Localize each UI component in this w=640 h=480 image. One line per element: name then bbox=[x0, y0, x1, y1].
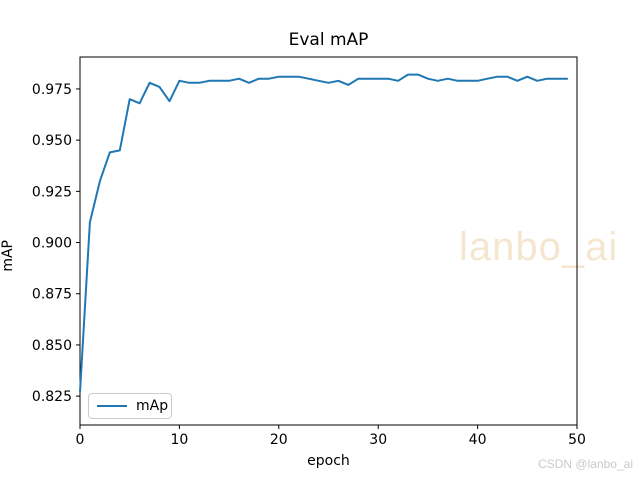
x-tick-label: 30 bbox=[369, 432, 387, 448]
x-tick-label: 20 bbox=[270, 432, 288, 448]
y-tick-label: 0.975 bbox=[32, 82, 72, 98]
map-data-line bbox=[79, 73, 569, 393]
y-tick-label: 0.850 bbox=[32, 338, 72, 354]
x-tick-label: 0 bbox=[76, 432, 85, 448]
plot-border bbox=[79, 56, 578, 426]
watermark-center: lanbo_ai bbox=[459, 225, 619, 269]
y-tick-label: 0.900 bbox=[32, 236, 72, 252]
y-tick-label: 0.925 bbox=[32, 184, 72, 200]
legend-label: mAp bbox=[136, 398, 169, 414]
y-tick-label: 0.875 bbox=[32, 287, 72, 303]
x-tick-label: 10 bbox=[170, 432, 188, 448]
legend: mAp bbox=[88, 393, 172, 419]
x-tick-label: 40 bbox=[469, 432, 487, 448]
x-tick-label: 50 bbox=[568, 432, 586, 448]
watermark-corner: CSDN @lanbo_ai bbox=[538, 457, 633, 471]
y-tick-label: 0.825 bbox=[32, 389, 72, 405]
legend-line-icon bbox=[97, 405, 127, 407]
x-axis-label: epoch bbox=[307, 453, 350, 469]
chart-title: Eval mAP bbox=[288, 30, 369, 50]
y-tick-label: 0.950 bbox=[32, 133, 72, 149]
